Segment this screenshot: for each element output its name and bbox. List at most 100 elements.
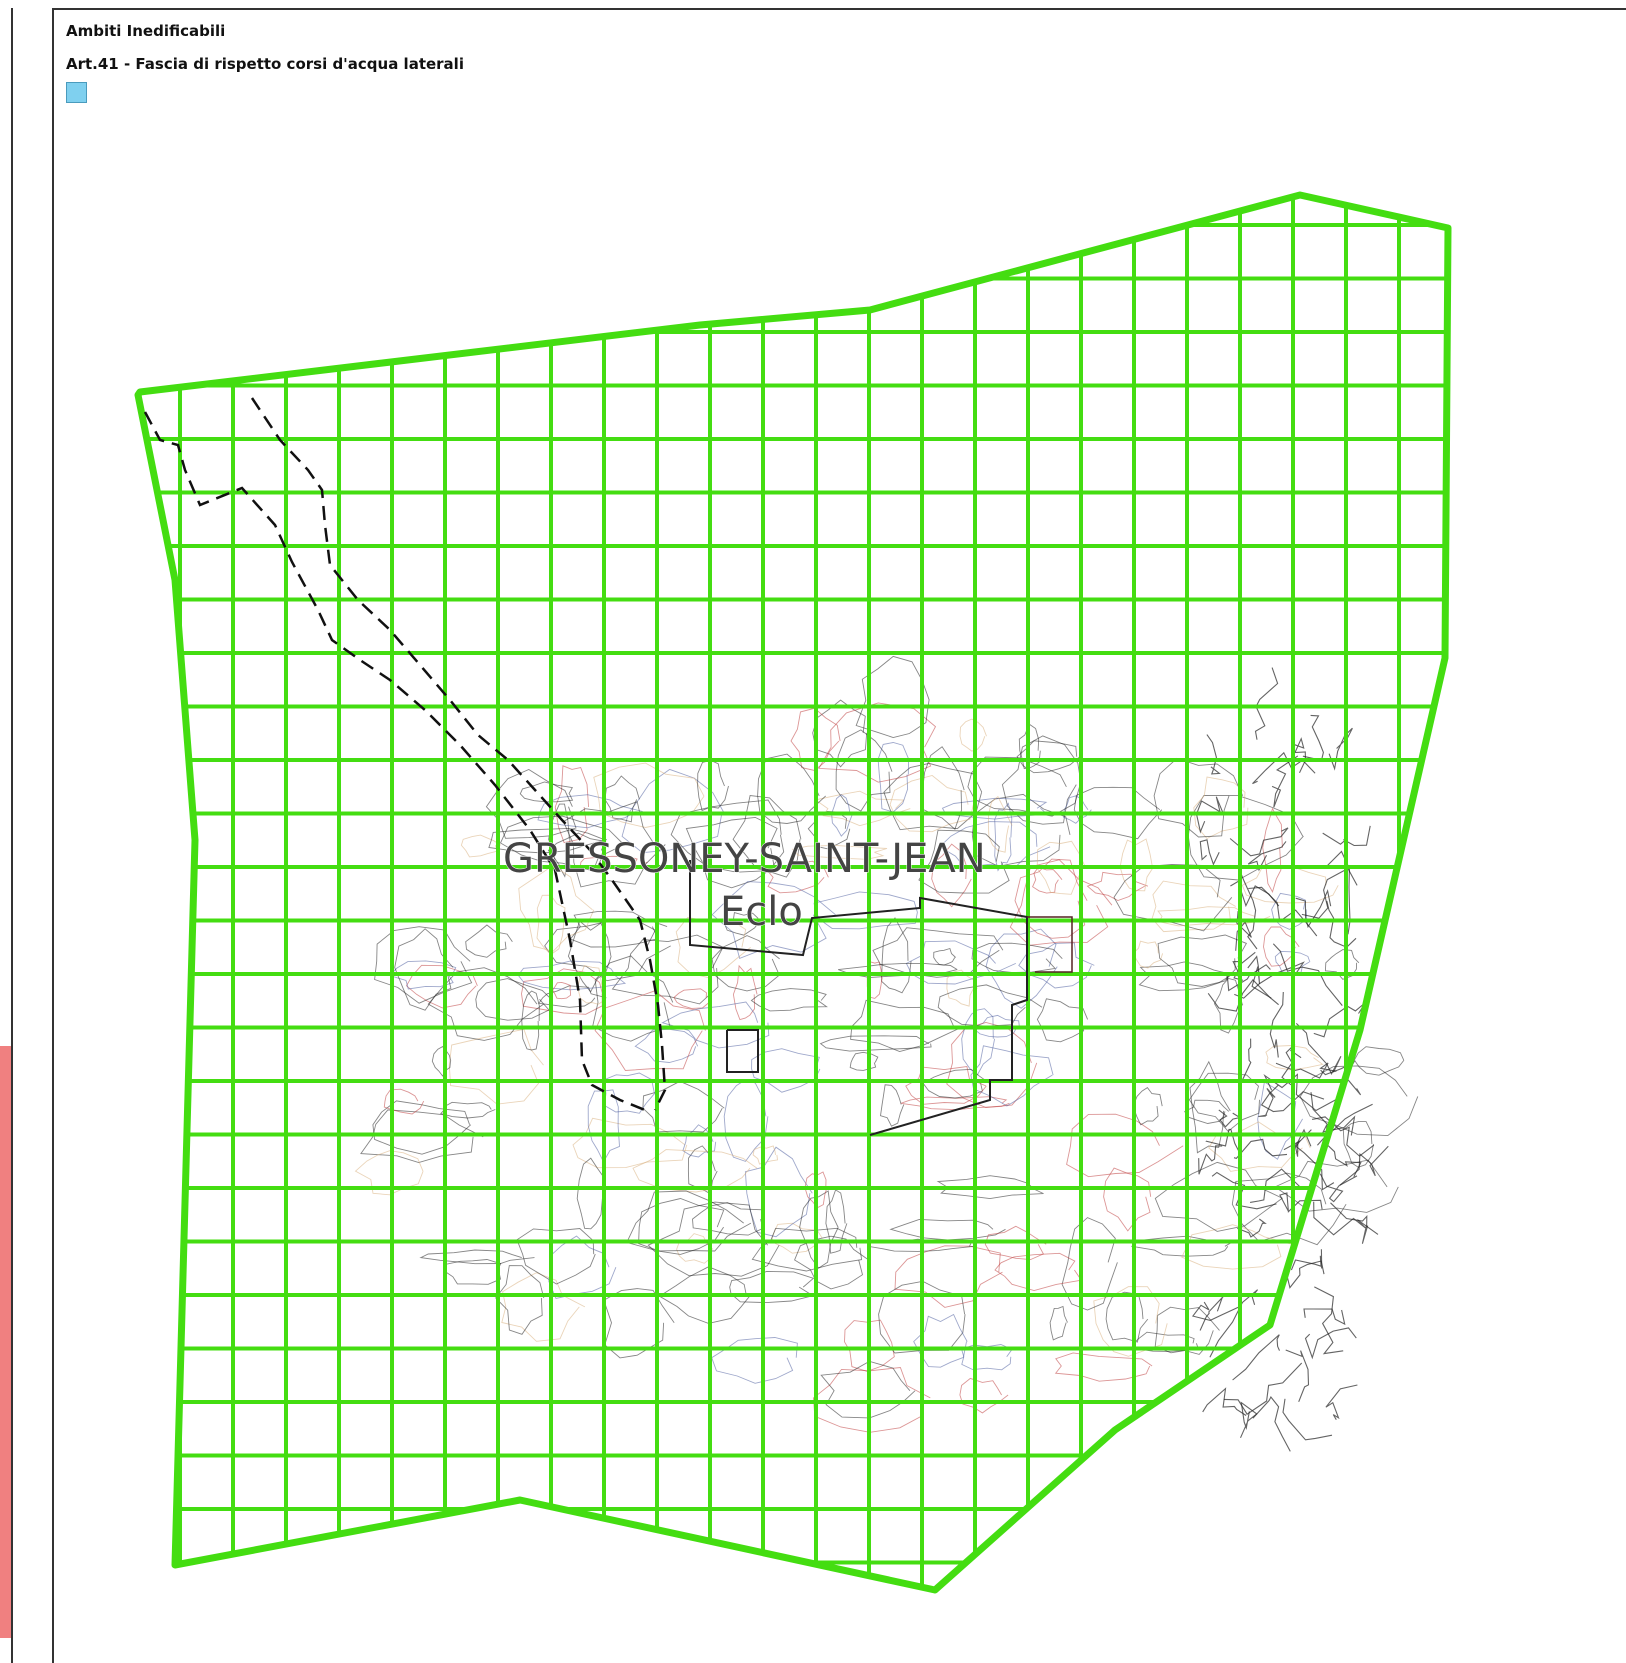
contour-line xyxy=(883,762,983,831)
contour-line xyxy=(1207,979,1279,1012)
contour-line xyxy=(849,1051,879,1071)
contour-line xyxy=(1269,991,1284,1058)
contour-line xyxy=(1130,1235,1236,1257)
contour-line xyxy=(819,1035,932,1052)
contour-line xyxy=(572,1117,688,1169)
contour-line xyxy=(405,964,478,1009)
contour-line xyxy=(676,1233,714,1264)
contour-line xyxy=(835,729,893,812)
contour-line xyxy=(372,1100,472,1155)
map-panel[interactable] xyxy=(52,8,1626,1663)
contour-line xyxy=(1014,858,1088,939)
contour-line xyxy=(1342,1121,1374,1168)
contour-line xyxy=(521,990,540,1051)
contour-line xyxy=(744,1146,813,1238)
contour-line xyxy=(1260,1084,1325,1113)
contour-line xyxy=(879,1084,905,1127)
contour-line xyxy=(1271,755,1299,808)
contour-line xyxy=(1151,880,1236,933)
contour-line xyxy=(419,1249,535,1265)
left-panel-red-block xyxy=(0,1046,11,1638)
contour-line xyxy=(516,1228,596,1285)
contour-line xyxy=(1093,1286,1168,1357)
contour-line xyxy=(732,964,758,1021)
contour-line xyxy=(1293,737,1306,774)
town-parcel xyxy=(726,1029,759,1073)
contour-line xyxy=(587,1089,620,1163)
contour-line xyxy=(611,934,724,1005)
contour-line xyxy=(994,802,1013,872)
contour-line xyxy=(820,1360,916,1419)
contour-line xyxy=(475,978,552,1021)
contour-line xyxy=(994,1252,1083,1291)
contour-line xyxy=(905,1065,987,1105)
contour-line xyxy=(967,756,1080,817)
contour-line xyxy=(1252,1395,1291,1452)
contour-line xyxy=(1320,1060,1362,1096)
contour-line xyxy=(1032,866,1063,894)
contour-line xyxy=(732,795,802,878)
contour-line xyxy=(1232,1334,1281,1381)
contour-line xyxy=(661,1001,770,1049)
contour-line xyxy=(1206,734,1221,775)
stream-boundary-dashed-right xyxy=(250,397,667,1111)
contour-line xyxy=(971,793,1071,867)
contour-line xyxy=(499,815,628,872)
contour-line xyxy=(460,834,502,858)
contour-line xyxy=(1326,900,1357,948)
contour-line xyxy=(1054,1352,1153,1382)
contour-line xyxy=(1153,757,1244,838)
map-legend: Ambiti Inedificabili Art.41 - Fascia di … xyxy=(66,22,464,103)
contour-line xyxy=(723,1079,769,1162)
contour-line xyxy=(1049,1305,1068,1341)
contour-line xyxy=(1302,714,1324,761)
contour-line xyxy=(1233,1138,1288,1160)
contour-line xyxy=(1226,964,1271,992)
contour-line xyxy=(1250,1168,1303,1203)
contour-line xyxy=(1325,1384,1358,1420)
contour-line xyxy=(1154,1306,1220,1355)
contour-line xyxy=(576,1157,606,1230)
contour-line xyxy=(1322,825,1371,847)
contour-line xyxy=(1247,955,1272,999)
contour-line xyxy=(1242,1038,1253,1083)
contour-line xyxy=(1254,667,1279,740)
contour-line xyxy=(1193,776,1249,840)
contour-line xyxy=(685,816,778,889)
contour-line xyxy=(790,707,841,771)
contour-line xyxy=(941,797,1049,820)
contour-line xyxy=(577,965,607,1005)
contour-line xyxy=(763,860,829,894)
contour-line xyxy=(495,1265,545,1335)
contour-line xyxy=(751,1227,863,1272)
contour-line xyxy=(1330,1202,1369,1244)
contour-line xyxy=(1262,807,1283,893)
contour-line xyxy=(1119,838,1154,892)
contour-line xyxy=(1325,1142,1362,1178)
contour-line xyxy=(752,1145,778,1165)
contour-line xyxy=(1009,859,1113,946)
contour-line xyxy=(959,1377,1009,1414)
legend-swatch xyxy=(66,82,87,103)
contour-line xyxy=(1281,1043,1302,1086)
contour-line xyxy=(1258,1088,1276,1118)
contour-line xyxy=(987,795,1013,853)
contour-line xyxy=(1237,1218,1267,1238)
contour-line xyxy=(427,967,544,1041)
contour-line xyxy=(1086,871,1149,901)
contour-line xyxy=(501,1272,586,1342)
contour-line xyxy=(1339,1145,1389,1186)
contour-line xyxy=(1295,1023,1342,1076)
contour-line xyxy=(1314,1286,1344,1355)
contour-line xyxy=(519,781,574,803)
contour-line xyxy=(1184,1099,1230,1124)
contour-line xyxy=(1231,1172,1347,1246)
contour-line xyxy=(1223,1362,1303,1415)
contour-line xyxy=(813,1367,931,1433)
contour-line xyxy=(729,1270,815,1304)
contour-line xyxy=(1247,841,1287,872)
contour-line xyxy=(638,1198,725,1255)
contour-line xyxy=(1241,865,1339,904)
contour-line xyxy=(1290,1249,1323,1271)
